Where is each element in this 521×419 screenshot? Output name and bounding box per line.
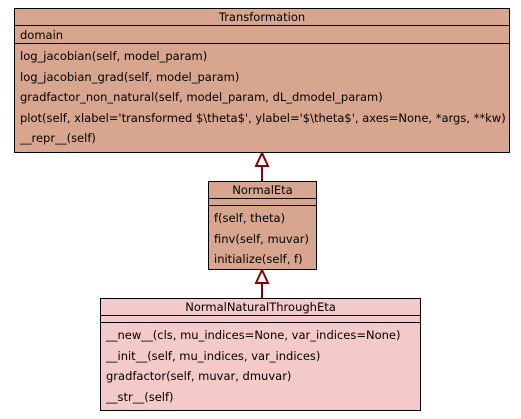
class-name: Transformation <box>218 10 306 24</box>
method-section: f(self, theta) finv(self, muvar) initial… <box>209 206 316 272</box>
method: initialize(self, f) <box>214 252 303 267</box>
method: gradfactor(self, muvar, dmuvar) <box>106 369 292 384</box>
class-name: NormalEta <box>232 183 293 197</box>
method: finv(self, muvar) <box>214 231 310 246</box>
method: __repr__(self) <box>20 131 96 146</box>
method-section: log_jacobian(self, model_param) log_jaco… <box>15 44 509 151</box>
method: __new__(cls, mu_indices=None, var_indice… <box>106 328 401 342</box>
edge-normaleta-to-transformation <box>254 150 270 181</box>
method: __str__(self) <box>106 389 174 404</box>
method: f(self, theta) <box>214 211 286 225</box>
method: __init__(self, mu_indices, var_indices) <box>106 348 321 363</box>
method-section: __new__(cls, mu_indices=None, var_indice… <box>101 323 420 409</box>
method: log_jacobian_grad(self, model_param) <box>20 69 240 84</box>
class-normaleta[interactable]: NormalEta f(self, theta) finv(self, muva… <box>208 181 317 270</box>
attribute: domain <box>20 28 64 42</box>
class-name: NormalNaturalThroughEta <box>185 300 336 314</box>
attribute-section: domain <box>15 26 509 43</box>
method: log_jacobian(self, model_param) <box>20 49 208 63</box>
method: plot(self, xlabel='transformed $\theta$'… <box>20 110 506 125</box>
method: gradfactor_non_natural(self, model_param… <box>20 90 383 105</box>
edge-normalnaturalthrougheta-to-normaleta <box>254 267 270 298</box>
class-transformation[interactable]: Transformation domain log_jacobian(self,… <box>14 8 510 153</box>
class-normalnaturalthrougheta[interactable]: NormalNaturalThroughEta __new__(cls, mu_… <box>100 298 421 411</box>
